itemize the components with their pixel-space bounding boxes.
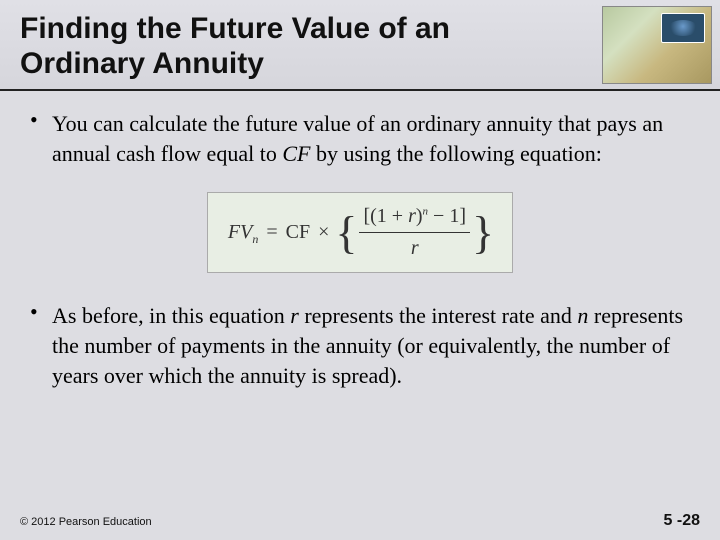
numer-c: − 1]	[428, 205, 466, 227]
bullet-2-text-a: As before, in this equation	[52, 303, 290, 328]
numer-r: r	[408, 205, 416, 227]
formula-fv-sub: n	[252, 232, 258, 246]
title-line-2: Ordinary Annuity	[20, 47, 264, 80]
bullet-1-cf: CF	[282, 141, 310, 166]
bullet-2: As before, in this equation r represents…	[30, 301, 690, 390]
bullet-2-n: n	[577, 303, 588, 328]
slide-footer: © 2012 Pearson Education 5 -28	[20, 512, 700, 530]
decorative-money-image	[602, 6, 712, 84]
bullet-list-2: As before, in this equation r represents…	[30, 301, 690, 390]
bullet-list: You can calculate the future value of an…	[30, 109, 690, 168]
formula-cf: CF	[286, 219, 310, 246]
title-line-1: Finding the Future Value of an	[20, 12, 450, 45]
brace-right-icon: }	[470, 210, 496, 256]
formula-times: ×	[318, 219, 329, 246]
fv-annuity-formula: FVn = CF × { [(1 + r)n − 1] r }	[207, 192, 513, 273]
bullet-2-r: r	[290, 303, 299, 328]
numer-b: )	[416, 205, 423, 227]
formula-container: FVn = CF × { [(1 + r)n − 1] r }	[30, 192, 690, 273]
globe-badge-icon	[661, 13, 705, 43]
formula-denominator: r	[359, 233, 470, 262]
slide-title: Finding the Future Value of an Ordinary …	[20, 12, 580, 81]
formula-fraction: [(1 + r)n − 1] r	[359, 203, 470, 262]
numer-a: [(1 +	[363, 205, 408, 227]
brace-left-icon: {	[333, 210, 359, 256]
bullet-1-text-b: by using the following equation:	[310, 141, 601, 166]
formula-eq: =	[266, 219, 277, 246]
page-number: 5 -28	[664, 512, 700, 530]
bullet-2-text-b: represents the interest rate and	[299, 303, 578, 328]
formula-lhs: FVn	[228, 219, 258, 247]
slide-header: Finding the Future Value of an Ordinary …	[0, 0, 720, 91]
bullet-1: You can calculate the future value of an…	[30, 109, 690, 168]
formula-numerator: [(1 + r)n − 1]	[359, 203, 470, 233]
copyright-text: © 2012 Pearson Education	[20, 516, 152, 528]
slide-body: You can calculate the future value of an…	[0, 91, 720, 390]
formula-fv: FV	[228, 221, 252, 243]
